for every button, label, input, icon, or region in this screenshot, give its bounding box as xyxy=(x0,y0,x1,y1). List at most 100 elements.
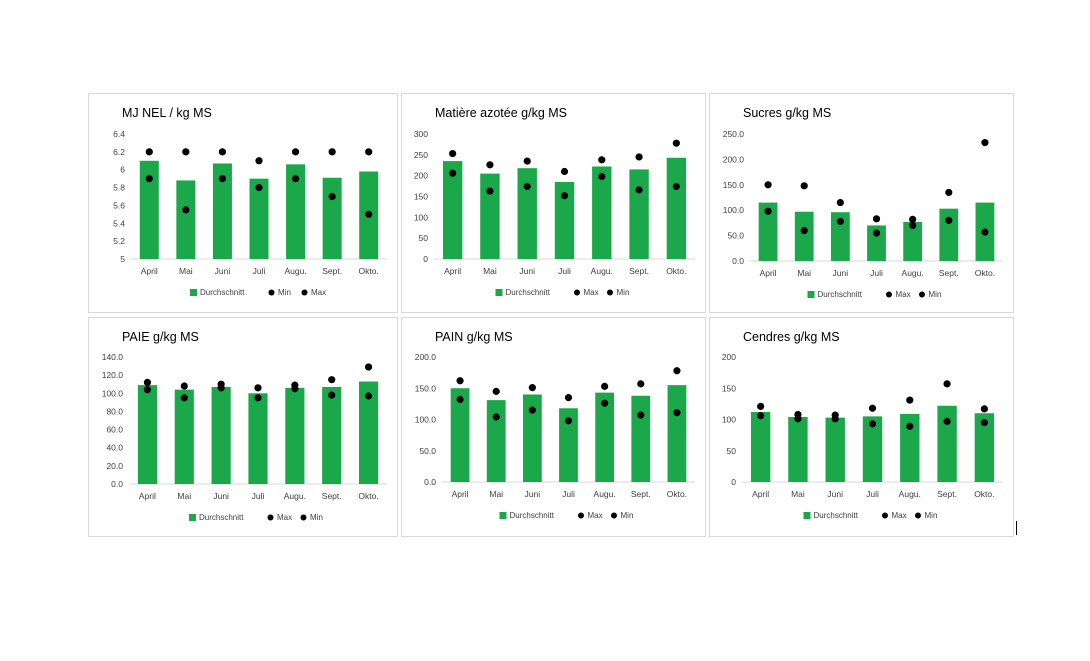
x-tick-label: Okto. xyxy=(359,266,379,276)
y-tick-label: 200 xyxy=(722,352,736,362)
legend-label: Durchschnitt xyxy=(200,288,245,297)
y-tick-label: 50.0 xyxy=(419,446,436,456)
chart-panel-sucres: Sucres g/kg MS 250.0 200.0 150.0 100.0 50.0 0.… xyxy=(709,93,1014,313)
bar xyxy=(903,221,923,261)
bar xyxy=(358,381,379,484)
x-tick-label: Sept. xyxy=(322,266,342,276)
y-tick-label: 150.0 xyxy=(415,383,437,393)
chart-title: PAIN g/kg MS xyxy=(435,330,513,344)
max-point xyxy=(637,380,645,388)
legend-label: Min xyxy=(278,288,291,297)
y-tick-label: 6 xyxy=(120,165,125,175)
y-tick-label: 140.0 xyxy=(102,352,124,362)
chart-paie: PAIE g/kg MS 140.0 120.0 100.0 80.0 60.0 40.0 2… xyxy=(102,330,387,522)
bar xyxy=(285,387,305,484)
y-tick-label: 20.0 xyxy=(106,461,123,471)
y-tick-label: 6.4 xyxy=(113,129,125,139)
chart-title: PAIE g/kg MS xyxy=(122,330,199,344)
x-tick-label: Sept. xyxy=(939,268,959,278)
x-tick-label: Sept. xyxy=(631,489,651,499)
legend-swatch-bar xyxy=(499,512,507,519)
legend-label: Max xyxy=(896,290,911,299)
min-point xyxy=(523,182,531,191)
bar xyxy=(794,211,814,261)
min-point xyxy=(909,221,917,230)
min-point xyxy=(943,417,951,425)
bar xyxy=(592,166,612,259)
chart-mj-nel: MJ NEL / kg MS 6.4 6.2 6 5.8 5.6 5.4 5.2 5 April M… xyxy=(113,106,387,297)
x-tick-label: Augu. xyxy=(902,268,924,278)
min-point xyxy=(981,228,989,236)
legend-swatch-bar xyxy=(190,289,197,296)
bar xyxy=(974,413,995,482)
max-point xyxy=(143,378,152,386)
bar xyxy=(176,180,196,259)
min-point xyxy=(255,183,263,192)
x-tick-label: Juli xyxy=(870,268,883,278)
max-point xyxy=(672,139,680,147)
bar xyxy=(825,417,845,482)
min-point xyxy=(456,395,464,404)
max-point xyxy=(981,139,989,147)
min-point xyxy=(365,210,373,218)
x-tick-label: Okto. xyxy=(666,266,686,276)
min-point xyxy=(564,417,573,425)
min-point xyxy=(492,413,500,421)
x-tick-label: Mai xyxy=(489,489,503,499)
max-point xyxy=(673,367,681,375)
min-point xyxy=(800,226,808,235)
max-point xyxy=(560,167,569,176)
min-point xyxy=(254,394,262,402)
bar xyxy=(867,225,886,261)
y-tick-label: 0.0 xyxy=(732,256,744,266)
x-tick-label: Juli xyxy=(253,266,266,276)
max-point xyxy=(145,148,153,156)
bar xyxy=(139,160,159,259)
y-tick-label: 300 xyxy=(414,129,428,139)
chart-cendres: Cendres g/kg MS 200 150 100 50 0 April Mai Juni J… xyxy=(722,330,1003,520)
legend-swatch-dot xyxy=(886,291,892,298)
legend-swatch-dot xyxy=(578,512,584,519)
x-tick-label: Okto. xyxy=(975,268,995,278)
x-tick-label: April xyxy=(444,266,461,276)
y-tick-label: 5 xyxy=(120,254,125,264)
bar xyxy=(248,393,268,484)
min-point xyxy=(945,216,953,224)
x-tick-label: Augu. xyxy=(594,489,616,499)
bar xyxy=(137,385,158,484)
chart-panel-mj-nel: MJ NEL / kg MS 6.4 6.2 6 5.8 5.6 5.4 5.2 5 April M… xyxy=(88,93,398,313)
x-tick-label: Juni xyxy=(519,266,535,276)
x-tick-label: April xyxy=(141,266,158,276)
x-tick-label: Mai xyxy=(791,489,805,499)
legend-swatch-dot xyxy=(268,289,275,296)
max-point xyxy=(364,363,373,371)
legend-label: Max xyxy=(277,513,292,522)
bar xyxy=(667,385,687,482)
y-tick-label: 5.2 xyxy=(113,236,125,246)
x-tick-label: Juli xyxy=(866,489,879,499)
max-point xyxy=(635,153,643,161)
x-tick-label: April xyxy=(452,489,469,499)
max-point xyxy=(836,198,844,207)
min-point xyxy=(672,182,680,191)
bar xyxy=(249,178,269,259)
x-tick-label: April xyxy=(760,268,777,278)
legend-label: Max xyxy=(584,288,599,297)
min-point xyxy=(980,419,988,427)
text-cursor-divider xyxy=(1016,521,1017,535)
bar xyxy=(937,405,957,482)
min-point xyxy=(449,169,457,177)
y-tick-label: 150 xyxy=(414,192,428,202)
x-tick-label: Okto. xyxy=(974,489,994,499)
bar xyxy=(631,395,651,482)
min-point xyxy=(836,217,844,225)
legend-label: Durchschnitt xyxy=(814,511,859,520)
bar xyxy=(554,181,575,259)
bar xyxy=(486,400,506,482)
max-point xyxy=(182,148,190,156)
max-point xyxy=(945,188,953,197)
chart-sucres: Sucres g/kg MS 250.0 200.0 150.0 100.0 50.0 0.… xyxy=(723,106,1003,299)
y-tick-label: 200.0 xyxy=(723,154,745,164)
y-tick-label: 200 xyxy=(414,171,428,181)
min-point xyxy=(831,415,839,423)
